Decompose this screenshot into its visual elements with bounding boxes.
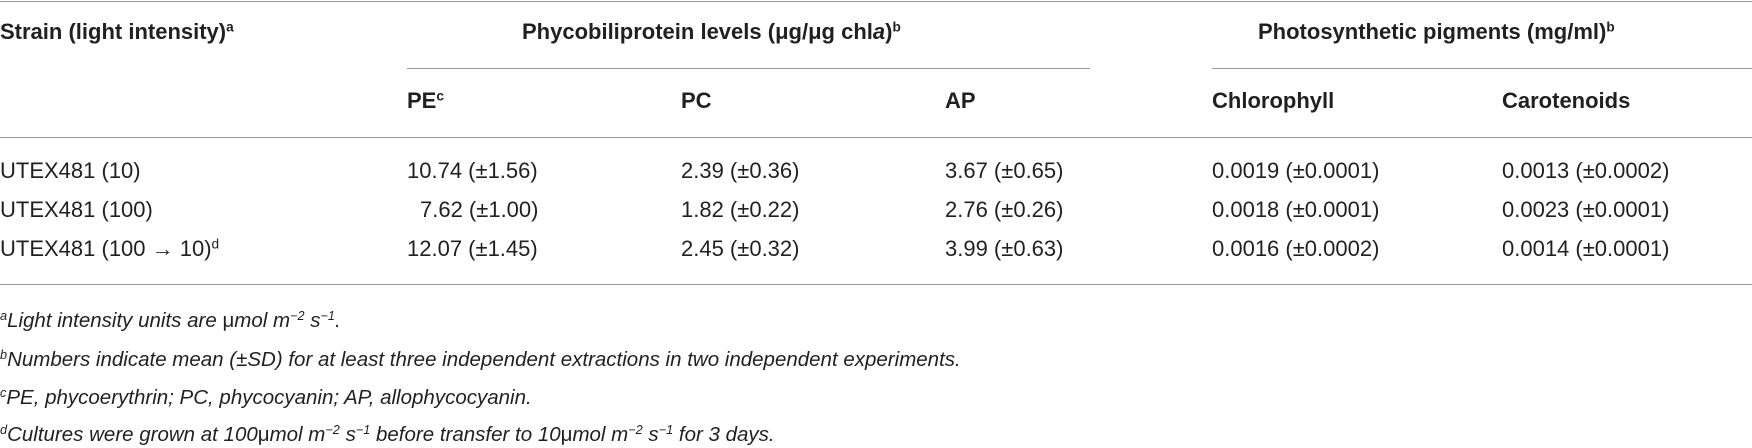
footnote-c-text: PE, phycoerythrin; PC, phycocyanin; AP, … bbox=[6, 386, 532, 409]
phyco-group-label-italic: a bbox=[872, 19, 886, 44]
footnote-b: bNumbers indicate mean (±SD) for at leas… bbox=[0, 347, 961, 371]
row-1-strain-label: UTEX481 (10) bbox=[0, 158, 141, 183]
footnote-a-text-1: Light intensity units are bbox=[7, 309, 223, 332]
pigment-group-label: Photosynthetic pigments (mg/ml) bbox=[1258, 19, 1607, 44]
footnote-a-text-3: s bbox=[304, 309, 321, 332]
ap-header-label: AP bbox=[945, 88, 976, 113]
pe-header: PEc bbox=[407, 88, 444, 113]
footnote-b-mark: b bbox=[0, 347, 8, 363]
footnote-d: dCultures were grown at 100μmol m−2 s−1 … bbox=[0, 422, 775, 446]
footnote-c-mark: c bbox=[0, 385, 7, 401]
footnote-c: cPE, phycoerythrin; PC, phycocyanin; AP,… bbox=[0, 385, 532, 409]
row-3-ap: 3.99 (±0.63) bbox=[945, 236, 1064, 261]
strain-header-mark: a bbox=[226, 19, 234, 35]
footnote-d-mark: d bbox=[0, 422, 8, 438]
table-bottom-rule bbox=[0, 284, 1752, 285]
carotenoids-header: Carotenoids bbox=[1502, 90, 1630, 112]
row-3-carotenoids: 0.0014 (±0.0001) bbox=[1502, 236, 1670, 261]
footnote-d-exp-4: −1 bbox=[658, 422, 674, 438]
footnote-d-exp-2: −1 bbox=[355, 422, 371, 438]
pigment-group-header: Photosynthetic pigments (mg/ml)b bbox=[1258, 19, 1615, 44]
footnote-b-text: Numbers indicate mean (±SD) for at least… bbox=[7, 348, 961, 371]
pigment-group-rule bbox=[1212, 68, 1752, 69]
footnote-a-mark: a bbox=[0, 308, 8, 324]
phyco-group-label: Phycobiliprotein levels (μg/μg chl bbox=[522, 19, 873, 44]
row-2-chlorophyll: 0.0018 (±0.0001) bbox=[1212, 197, 1380, 222]
pc-header: PC bbox=[681, 90, 712, 112]
row-2-carotenoids: 0.0023 (±0.0001) bbox=[1502, 197, 1670, 222]
table-top-rule bbox=[0, 1, 1752, 2]
row-2-strain: UTEX481 (100) bbox=[0, 199, 153, 221]
row-2-pe: 7.62 (±1.00) bbox=[420, 197, 539, 222]
pe-header-label: PE bbox=[407, 88, 437, 113]
footnote-d-text-5: mol m bbox=[572, 423, 629, 446]
footnote-d-text-3: s bbox=[339, 423, 356, 446]
footnote-a: aLight intensity units are μmol m−2 s−1. bbox=[0, 308, 341, 332]
row-1-carotenoids: 0.0013 (±0.0002) bbox=[1502, 158, 1670, 183]
footnote-d-text-7: for 3 days. bbox=[673, 423, 775, 446]
row-1-chlorophyll: 0.0019 (±0.0001) bbox=[1212, 158, 1380, 183]
phyco-group-label-close: ) bbox=[885, 19, 893, 44]
row-3-strain-label: UTEX481 (100 → 10) bbox=[0, 236, 212, 261]
carotenoids-header-label: Carotenoids bbox=[1502, 88, 1631, 113]
row-3-chlorophyll: 0.0016 (±0.0002) bbox=[1212, 236, 1380, 261]
row-2-strain-label: UTEX481 (100) bbox=[0, 197, 153, 222]
pc-header-label: PC bbox=[681, 88, 712, 113]
chlorophyll-header-label: Chlorophyll bbox=[1212, 88, 1335, 113]
row-2-pc: 1.82 (±0.22) bbox=[681, 197, 800, 222]
footnote-a-text-4: . bbox=[335, 309, 341, 332]
phyco-group-rule bbox=[407, 68, 1090, 69]
strain-header-label: Strain (light intensity) bbox=[0, 19, 227, 44]
footnote-d-text-1: Cultures were grown at 100 bbox=[7, 423, 258, 446]
row-1-pe: 10.74 (±1.56) bbox=[407, 158, 538, 183]
footnote-a-exp-1: −2 bbox=[290, 308, 305, 324]
pe-header-mark: c bbox=[436, 88, 444, 104]
footnote-d-exp-3: −2 bbox=[628, 422, 643, 438]
ap-header: AP bbox=[945, 90, 976, 112]
footnote-d-text-2: mol m bbox=[269, 423, 326, 446]
row-1-pc: 2.39 (±0.36) bbox=[681, 158, 800, 183]
footnote-d-text-4: before transfer to 10 bbox=[370, 423, 561, 446]
pigment-group-mark: b bbox=[1606, 19, 1615, 35]
row-2-ap: 2.76 (±0.26) bbox=[945, 197, 1064, 222]
footnote-a-mu: μ bbox=[222, 309, 235, 332]
row-3-strain-mark: d bbox=[211, 236, 220, 252]
footnote-d-mu-1: μ bbox=[257, 423, 270, 446]
row-3-pe: 12.07 (±1.45) bbox=[407, 236, 538, 261]
footnote-d-text-6: s bbox=[642, 423, 659, 446]
strain-header: Strain (light intensity)a bbox=[0, 19, 234, 44]
footnote-d-exp-1: −2 bbox=[325, 422, 340, 438]
row-1-strain: UTEX481 (10) bbox=[0, 160, 141, 182]
phyco-group-header: Phycobiliprotein levels (μg/μg chla)b bbox=[522, 19, 901, 44]
footnote-a-text-2: mol m bbox=[234, 309, 291, 332]
row-3-strain: UTEX481 (100 → 10)d bbox=[0, 236, 220, 261]
row-1-ap: 3.67 (±0.65) bbox=[945, 158, 1064, 183]
footnote-a-exp-2: −1 bbox=[320, 308, 335, 324]
header-bottom-rule bbox=[0, 137, 1752, 138]
footnote-d-mu-2: μ bbox=[560, 423, 573, 446]
phyco-group-mark: b bbox=[892, 19, 901, 35]
chlorophyll-header: Chlorophyll bbox=[1212, 90, 1334, 112]
row-3-pc: 2.45 (±0.32) bbox=[681, 236, 800, 261]
